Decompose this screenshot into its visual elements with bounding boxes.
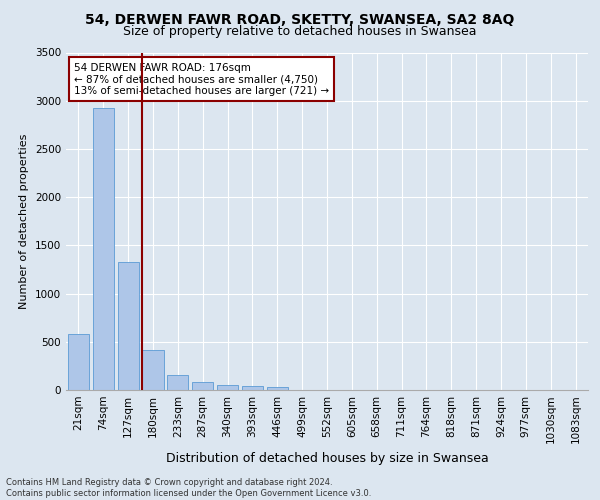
Bar (167, 375, 188, 390)
Bar (142, 350, 164, 390)
Bar (267, 386, 288, 390)
Text: 54 DERWEN FAWR ROAD: 176sqm
← 87% of detached houses are smaller (4,750)
13% of : 54 DERWEN FAWR ROAD: 176sqm ← 87% of det… (74, 62, 329, 96)
Text: Contains HM Land Registry data © Crown copyright and database right 2024.
Contai: Contains HM Land Registry data © Crown c… (6, 478, 371, 498)
Y-axis label: Number of detached properties: Number of detached properties (19, 134, 29, 309)
Text: Size of property relative to detached houses in Swansea: Size of property relative to detached ho… (123, 25, 477, 38)
Bar (242, 386, 263, 390)
Bar (217, 386, 238, 390)
Bar (192, 382, 213, 390)
Text: 54, DERWEN FAWR ROAD, SKETTY, SWANSEA, SA2 8AQ: 54, DERWEN FAWR ROAD, SKETTY, SWANSEA, S… (85, 12, 515, 26)
Bar (118, 262, 139, 390)
Bar (68, 334, 89, 390)
Bar (93, 108, 114, 390)
X-axis label: Distribution of detached houses by size in Swansea: Distribution of detached houses by size … (166, 452, 488, 465)
